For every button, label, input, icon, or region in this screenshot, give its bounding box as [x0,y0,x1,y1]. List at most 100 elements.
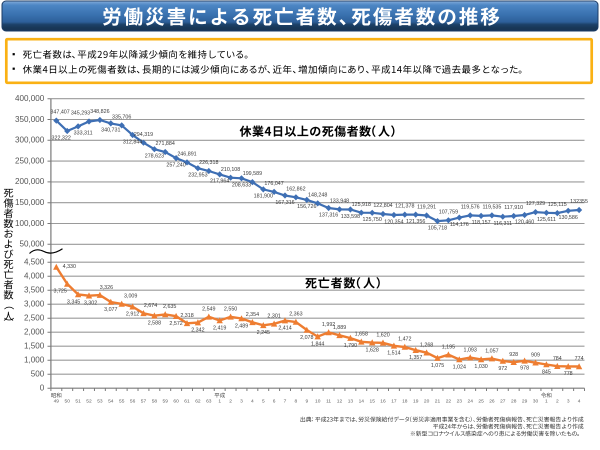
svg-text:345,293: 345,293 [71,111,90,117]
svg-text:250,000: 250,000 [15,156,45,165]
svg-text:2,500: 2,500 [24,314,45,323]
svg-text:226,318: 226,318 [199,160,218,166]
svg-text:16: 16 [380,398,386,404]
svg-text:49: 49 [54,398,60,404]
svg-text:137,316: 137,316 [319,212,338,218]
svg-text:1,889: 1,889 [333,325,346,331]
svg-text:400,000: 400,000 [15,94,45,103]
svg-text:150,000: 150,000 [15,198,45,207]
svg-text:3,725: 3,725 [54,289,67,295]
svg-text:2,572: 2,572 [169,321,182,327]
svg-text:778: 778 [564,371,573,377]
svg-text:347,407: 347,407 [50,110,69,116]
svg-text:1,514: 1,514 [387,351,400,357]
svg-text:210,108: 210,108 [221,167,240,173]
svg-text:1,844: 1,844 [311,341,324,347]
svg-text:322,322: 322,322 [52,135,71,141]
svg-text:119,576: 119,576 [461,205,480,211]
svg-text:784: 784 [553,356,562,362]
svg-text:978: 978 [520,366,529,372]
svg-text:125,115: 125,115 [548,202,567,208]
svg-text:22: 22 [446,398,452,404]
svg-text:156,726: 156,726 [297,204,316,210]
svg-text:3,077: 3,077 [104,307,117,313]
svg-text:3: 3 [567,398,570,404]
svg-text:348,826: 348,826 [90,109,109,115]
svg-text:2,414: 2,414 [278,325,291,331]
svg-text:1,024: 1,024 [453,364,466,370]
svg-text:909: 909 [531,352,540,358]
svg-text:2,301: 2,301 [267,314,280,320]
svg-text:9: 9 [305,398,308,404]
svg-text:121,356: 121,356 [406,219,425,225]
svg-text:845: 845 [542,369,551,375]
svg-text:3,500: 3,500 [24,286,45,295]
svg-text:278,623: 278,623 [145,154,164,160]
svg-text:4: 4 [578,398,581,404]
svg-text:27: 27 [500,398,506,404]
svg-text:350,000: 350,000 [15,115,45,124]
svg-text:28: 28 [511,398,517,404]
svg-text:1,620: 1,620 [376,333,389,339]
svg-text:60: 60 [173,398,179,404]
svg-text:2,078: 2,078 [300,335,313,341]
svg-text:2,550: 2,550 [224,307,237,313]
svg-text:2,000: 2,000 [24,328,45,337]
svg-text:312,844: 312,844 [123,139,142,145]
svg-text:50,000: 50,000 [20,240,45,249]
svg-text:162,862: 162,862 [286,186,305,192]
svg-text:21: 21 [435,398,441,404]
svg-text:1,628: 1,628 [366,347,379,353]
svg-text:125,611: 125,611 [537,217,556,223]
svg-text:133,948: 133,948 [330,199,349,205]
svg-text:116,311: 116,311 [494,221,513,227]
svg-text:2,245: 2,245 [257,330,270,336]
svg-text:62: 62 [195,398,201,404]
svg-text:58: 58 [152,398,158,404]
svg-text:2,549: 2,549 [202,307,215,313]
svg-text:4: 4 [251,398,254,404]
svg-text:1,472: 1,472 [398,337,411,343]
svg-text:11: 11 [326,398,331,404]
svg-text:59: 59 [163,398,169,404]
svg-text:1: 1 [545,398,548,404]
svg-text:199,589: 199,589 [243,171,262,177]
svg-text:55: 55 [119,398,125,404]
svg-text:23: 23 [457,398,463,404]
svg-text:1,000: 1,000 [24,356,45,365]
svg-text:57: 57 [141,398,147,404]
svg-text:2,419: 2,419 [213,325,226,331]
svg-text:118,157: 118,157 [472,220,491,226]
svg-text:56: 56 [130,398,136,404]
svg-text:120,354: 120,354 [384,219,403,225]
svg-text:217,964: 217,964 [210,179,229,185]
svg-text:130,586: 130,586 [559,215,578,221]
svg-text:26: 26 [489,398,495,404]
svg-text:1: 1 [218,398,221,404]
svg-text:2,635: 2,635 [163,304,176,310]
svg-text:774: 774 [575,356,584,362]
svg-text:19: 19 [413,398,419,404]
svg-text:0: 0 [40,384,45,393]
svg-text:13: 13 [348,398,354,404]
svg-text:122,804: 122,804 [373,203,392,209]
svg-text:107,759: 107,759 [439,209,458,215]
svg-text:125,918: 125,918 [352,202,371,208]
svg-text:340,731: 340,731 [101,128,120,134]
svg-text:12: 12 [337,398,343,404]
svg-text:15: 15 [370,398,376,404]
svg-text:127,329: 127,329 [526,201,545,207]
svg-text:2,489: 2,489 [235,323,248,329]
svg-text:1,075: 1,075 [431,363,444,369]
svg-text:20: 20 [424,398,430,404]
svg-text:200,000: 200,000 [15,177,45,186]
svg-text:18: 18 [402,398,408,404]
svg-text:300,000: 300,000 [15,136,45,145]
svg-text:61: 61 [184,398,190,404]
svg-text:2,342: 2,342 [191,327,204,333]
svg-text:1,500: 1,500 [24,342,45,351]
svg-text:1,790: 1,790 [344,343,357,349]
svg-text:1,057: 1,057 [485,348,498,354]
svg-text:4,330: 4,330 [63,264,76,270]
svg-text:51: 51 [75,398,81,404]
